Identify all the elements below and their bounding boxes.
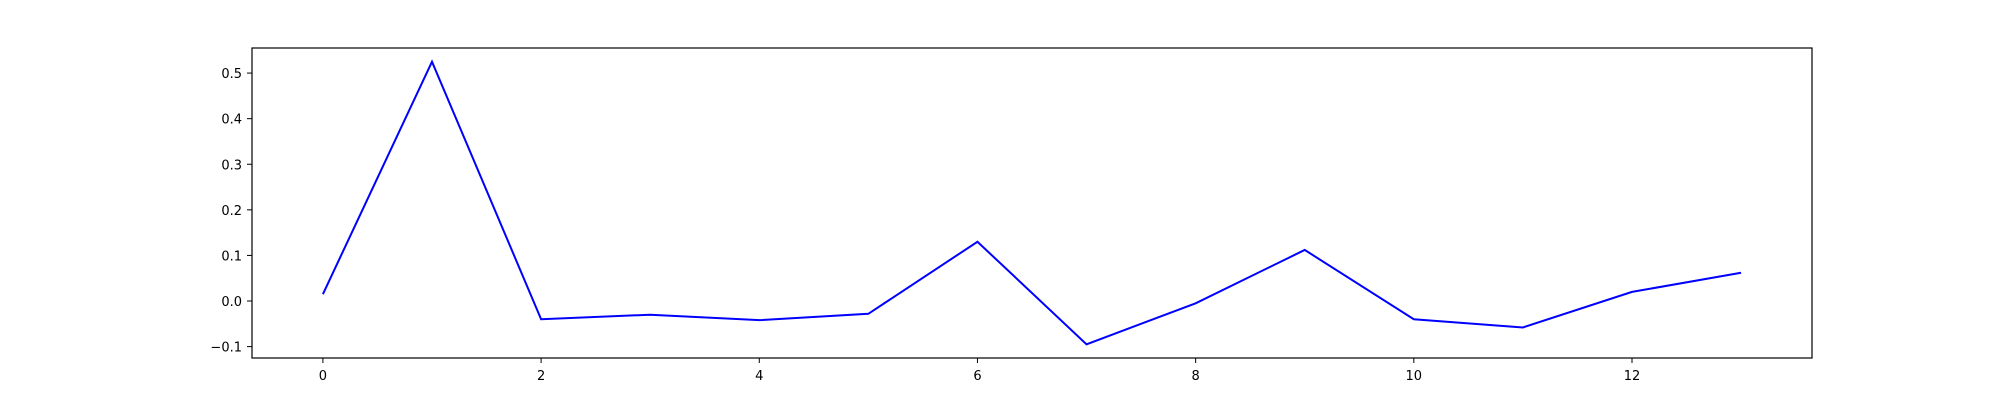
x-tick-label: 10 [1406,369,1423,384]
y-tick-label: 0.5 [221,67,242,82]
y-tick-label: 0.0 [221,295,242,310]
y-tick-label: 0.3 [221,158,242,173]
x-tick-label: 2 [537,369,545,384]
y-tick-label: 0.2 [221,204,242,219]
x-tick-label: 0 [319,369,327,384]
x-tick-label: 8 [1191,369,1199,384]
series-line [323,62,1741,345]
x-tick-label: 12 [1624,369,1641,384]
y-axis: −0.1 0.0 0.1 0.2 0.3 0.4 0.5 [210,67,252,356]
y-tick-label: 0.1 [221,249,242,264]
x-tick-label: 4 [755,369,763,384]
series-layer [323,62,1741,345]
x-axis: 0 2 4 6 8 10 12 [319,358,1641,384]
plot-frame [252,48,1812,358]
y-tick-label: −0.1 [210,341,242,356]
x-tick-label: 6 [973,369,981,384]
y-tick-label: 0.4 [221,113,242,128]
